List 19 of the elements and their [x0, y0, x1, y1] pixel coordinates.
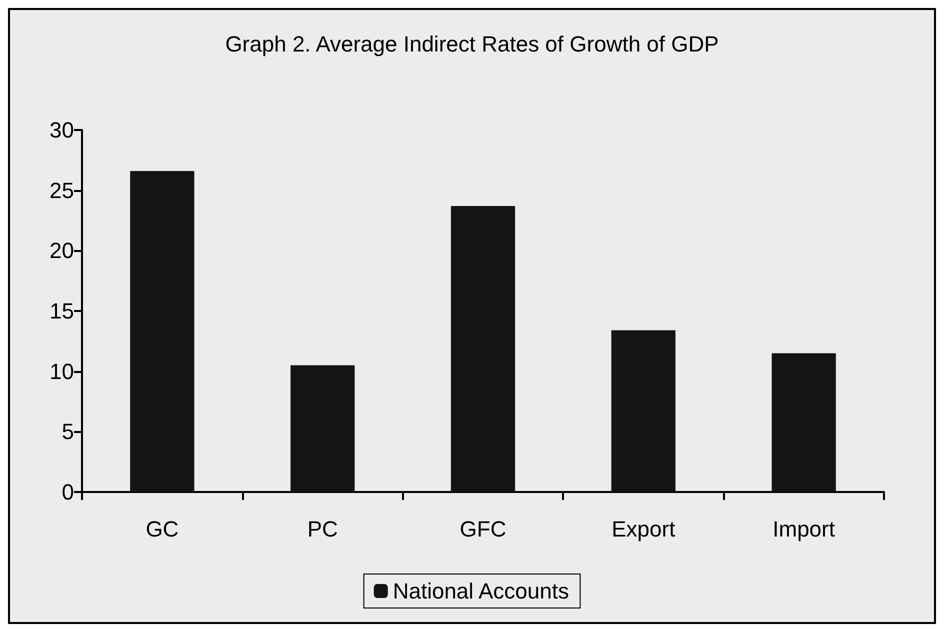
- chart-title: Graph 2. Average Indirect Rates of Growth of GDP: [225, 32, 719, 56]
- y-tick-label: 10: [50, 358, 74, 384]
- x-tick-label: GFC: [460, 516, 506, 542]
- x-tick-label: GC: [146, 516, 179, 542]
- bar: [611, 330, 676, 492]
- x-tick-label: Export: [612, 516, 676, 542]
- bar: [290, 365, 355, 492]
- y-tick-label: 25: [50, 178, 74, 203]
- y-tick-label: 0: [62, 480, 74, 504]
- x-tick-label: Import: [772, 516, 835, 542]
- y-tick-label: 5: [62, 419, 74, 444]
- legend-label: National Accounts: [392, 578, 569, 604]
- bar: [772, 353, 836, 492]
- y-tick-label: 15: [50, 298, 74, 324]
- y-tick-label: 20: [50, 238, 74, 264]
- y-tick-label: 30: [50, 118, 74, 142]
- bar: [450, 206, 516, 492]
- bar: [130, 171, 194, 492]
- x-tick-label: PC: [307, 516, 338, 542]
